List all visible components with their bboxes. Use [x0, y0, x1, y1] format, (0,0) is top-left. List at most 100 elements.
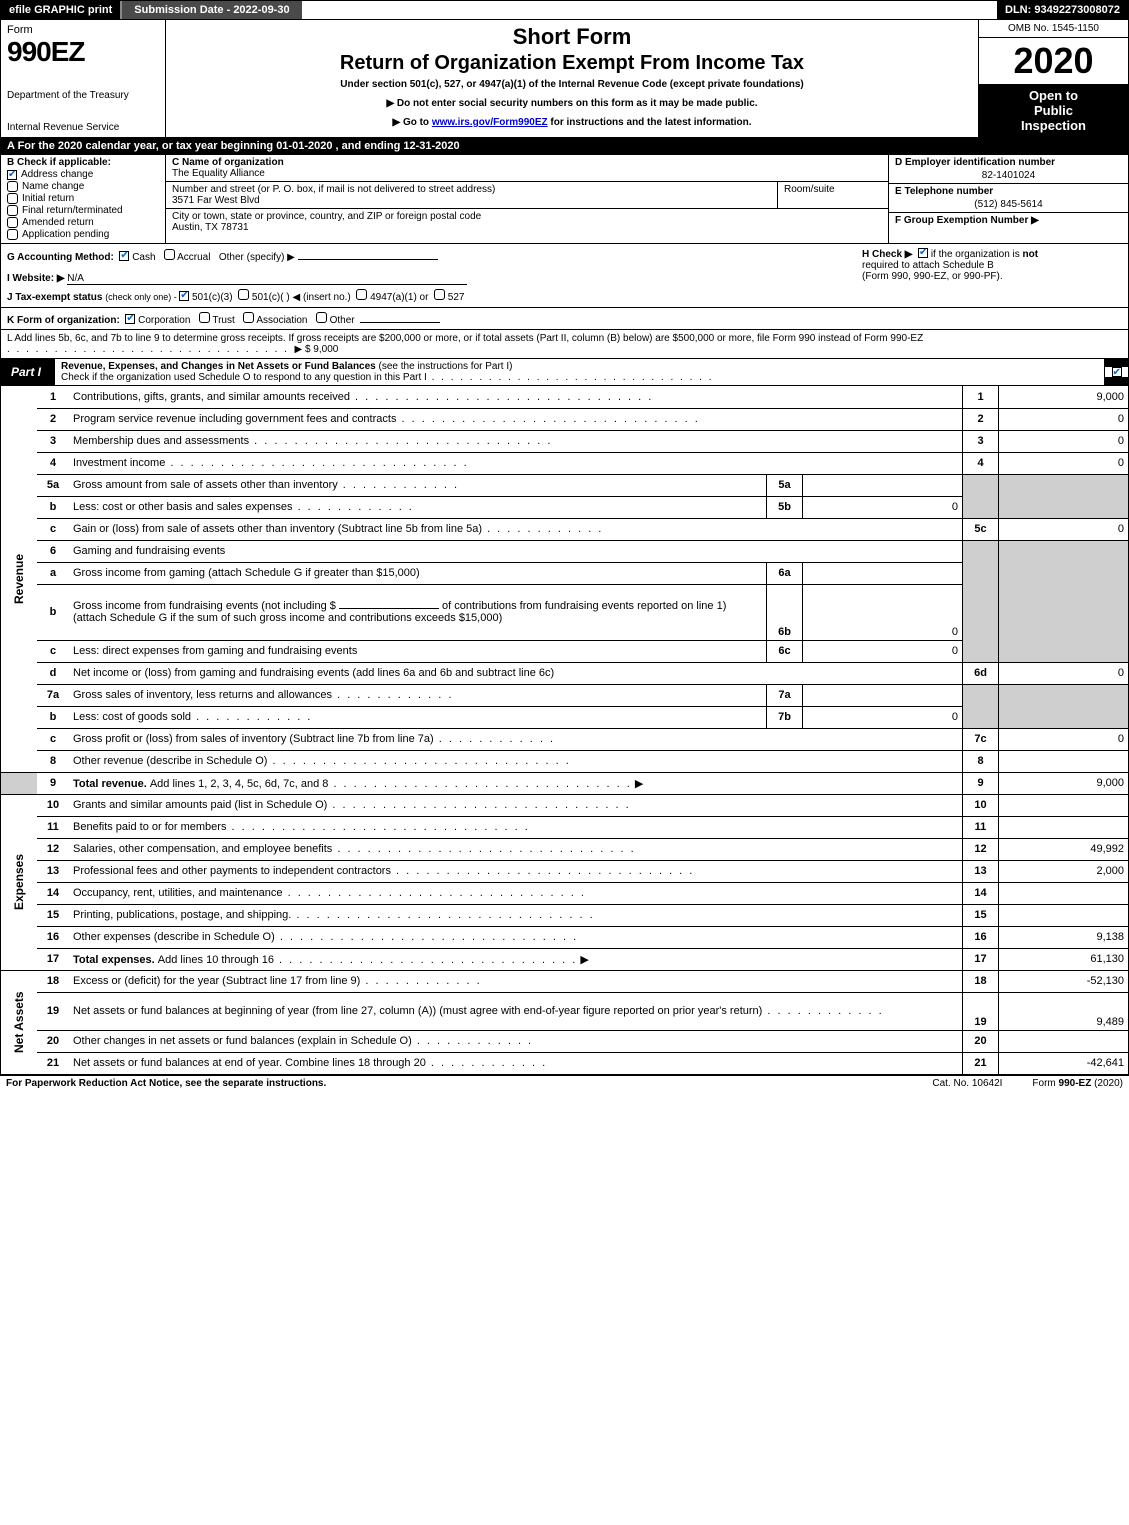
col-val: 0 — [999, 408, 1129, 430]
title-main: Return of Organization Exempt From Incom… — [340, 52, 804, 75]
check-4947[interactable] — [356, 289, 367, 300]
sub-num: 6c — [767, 640, 803, 662]
col-num: 2 — [963, 408, 999, 430]
sub-num: 6a — [767, 562, 803, 584]
col-val: 61,130 — [999, 948, 1129, 970]
form-word: Form — [7, 24, 159, 36]
dots — [165, 457, 468, 469]
line-desc: Net assets or fund balances at beginning… — [69, 992, 963, 1030]
dots — [275, 931, 578, 943]
line-l-text: L Add lines 5b, 6c, and 7b to line 9 to … — [7, 333, 923, 344]
desc-text: Gain or (loss) from sale of assets other… — [73, 523, 482, 535]
line-desc: Grants and similar amounts paid (list in… — [69, 794, 963, 816]
line-num: 19 — [37, 992, 69, 1030]
form-header: Form 990EZ Department of the Treasury In… — [0, 20, 1129, 138]
row-a-tax-year: A For the 2020 calendar year, or tax yea… — [0, 138, 1129, 155]
line-6c: c Less: direct expenses from gaming and … — [1, 640, 1129, 662]
desc-text: Printing, publications, postage, and shi… — [73, 909, 291, 921]
col-num: 18 — [963, 970, 999, 992]
desc-text: Net assets or fund balances at beginning… — [73, 1005, 762, 1017]
line-20: 20 Other changes in net assets or fund b… — [1, 1030, 1129, 1052]
dots — [338, 479, 459, 491]
col-num: 6d — [963, 662, 999, 684]
address-row: Number and street (or P. O. box, if mail… — [166, 182, 888, 209]
check-501c3[interactable] — [179, 291, 189, 301]
check-527[interactable] — [434, 289, 445, 300]
check-address-change[interactable]: Address change — [7, 169, 159, 180]
line-desc: Gaming and fundraising events — [69, 540, 963, 562]
sub-num: 5b — [767, 496, 803, 518]
irs-link[interactable]: www.irs.gov/Form990EZ — [432, 117, 548, 128]
desc-text: Other expenses (describe in Schedule O) — [73, 931, 275, 943]
line-10: Expenses 10 Grants and similar amounts p… — [1, 794, 1129, 816]
sub-val — [803, 684, 963, 706]
check-application-pending[interactable]: Application pending — [7, 229, 159, 240]
dots — [191, 711, 312, 723]
check-schedule-o[interactable] — [1112, 367, 1122, 377]
line-7b: b Less: cost of goods sold 7b 0 — [1, 706, 1129, 728]
check-association[interactable] — [243, 312, 254, 323]
line-num: 18 — [37, 970, 69, 992]
check-initial-return[interactable]: Initial return — [7, 193, 159, 204]
org-name-label: C Name of organization — [172, 157, 882, 168]
check-label: Amended return — [22, 217, 94, 228]
line-desc: Excess or (deficit) for the year (Subtra… — [69, 970, 963, 992]
part-1-header: Part I Revenue, Expenses, and Changes in… — [0, 359, 1129, 386]
line-2: 2 Program service revenue including gove… — [1, 408, 1129, 430]
efile-print-label[interactable]: efile GRAPHIC print — [1, 1, 120, 19]
sub-val — [803, 474, 963, 496]
sub-num: 7b — [767, 706, 803, 728]
contrib-amount-field[interactable] — [339, 608, 439, 609]
group-exemption-label: F Group Exemption Number ▶ — [895, 215, 1122, 226]
grey-cell — [963, 474, 999, 518]
check-amended-return[interactable]: Amended return — [7, 217, 159, 228]
line-g-label: G Accounting Method: — [7, 252, 114, 263]
top-bar: efile GRAPHIC print Submission Date - 20… — [0, 0, 1129, 20]
box-d: D Employer identification number 82-1401… — [889, 155, 1128, 184]
line-desc: Printing, publications, postage, and shi… — [69, 904, 963, 926]
desc-bold: Total expenses. — [73, 954, 158, 966]
check-other-org[interactable] — [316, 312, 327, 323]
check-accrual[interactable] — [164, 249, 175, 260]
line-h-text2: required to attach Schedule B — [862, 260, 994, 271]
sub-val: 0 — [803, 640, 963, 662]
other-specify-field[interactable] — [298, 248, 438, 260]
submission-date-label: Submission Date - 2022-09-30 — [120, 1, 301, 19]
check-schedule-b[interactable] — [918, 248, 928, 258]
corp-label: Corporation — [138, 315, 190, 326]
notice-goto: ▶ Go to www.irs.gov/Form990EZ for instru… — [392, 117, 751, 128]
check-final-return[interactable]: Final return/terminated — [7, 205, 159, 216]
department-line-2: Internal Revenue Service — [7, 122, 159, 133]
line-num: 20 — [37, 1030, 69, 1052]
check-501c[interactable] — [238, 289, 249, 300]
check-trust[interactable] — [199, 312, 210, 323]
line-desc: Other changes in net assets or fund bala… — [69, 1030, 963, 1052]
col-val — [999, 750, 1129, 772]
line-i: I Website: ▶ N/A — [7, 273, 852, 285]
col-val — [999, 1030, 1129, 1052]
col-num: 4 — [963, 452, 999, 474]
line-6: 6 Gaming and fundraising events — [1, 540, 1129, 562]
dots — [293, 501, 414, 513]
street-label: Number and street (or P. O. box, if mail… — [172, 184, 771, 195]
line-19: 19 Net assets or fund balances at beginn… — [1, 992, 1129, 1030]
line-desc: Total revenue. Add lines 1, 2, 3, 4, 5c,… — [69, 772, 963, 794]
check-name-change[interactable]: Name change — [7, 181, 159, 192]
other-org-field[interactable] — [360, 311, 440, 323]
grey-cell — [999, 474, 1129, 518]
city-label: City or town, state or province, country… — [172, 211, 882, 222]
check-cash[interactable] — [119, 251, 129, 261]
city-value: Austin, TX 78731 — [172, 222, 882, 233]
check-corporation[interactable] — [125, 314, 135, 324]
omb-number: OMB No. 1545-1150 — [979, 20, 1128, 38]
notice-goto-suffix: for instructions and the latest informat… — [548, 117, 752, 128]
line-6d: d Net income or (loss) from gaming and f… — [1, 662, 1129, 684]
box-c: C Name of organization The Equality Alli… — [166, 155, 888, 243]
line-11: 11 Benefits paid to or for members 11 — [1, 816, 1129, 838]
room-suite-cell: Room/suite — [778, 182, 888, 208]
desc-text: Other changes in net assets or fund bala… — [73, 1035, 412, 1047]
department-line-1: Department of the Treasury — [7, 90, 159, 101]
dots — [267, 755, 570, 767]
dots — [332, 843, 635, 855]
line-h-not: not — [1023, 249, 1039, 260]
